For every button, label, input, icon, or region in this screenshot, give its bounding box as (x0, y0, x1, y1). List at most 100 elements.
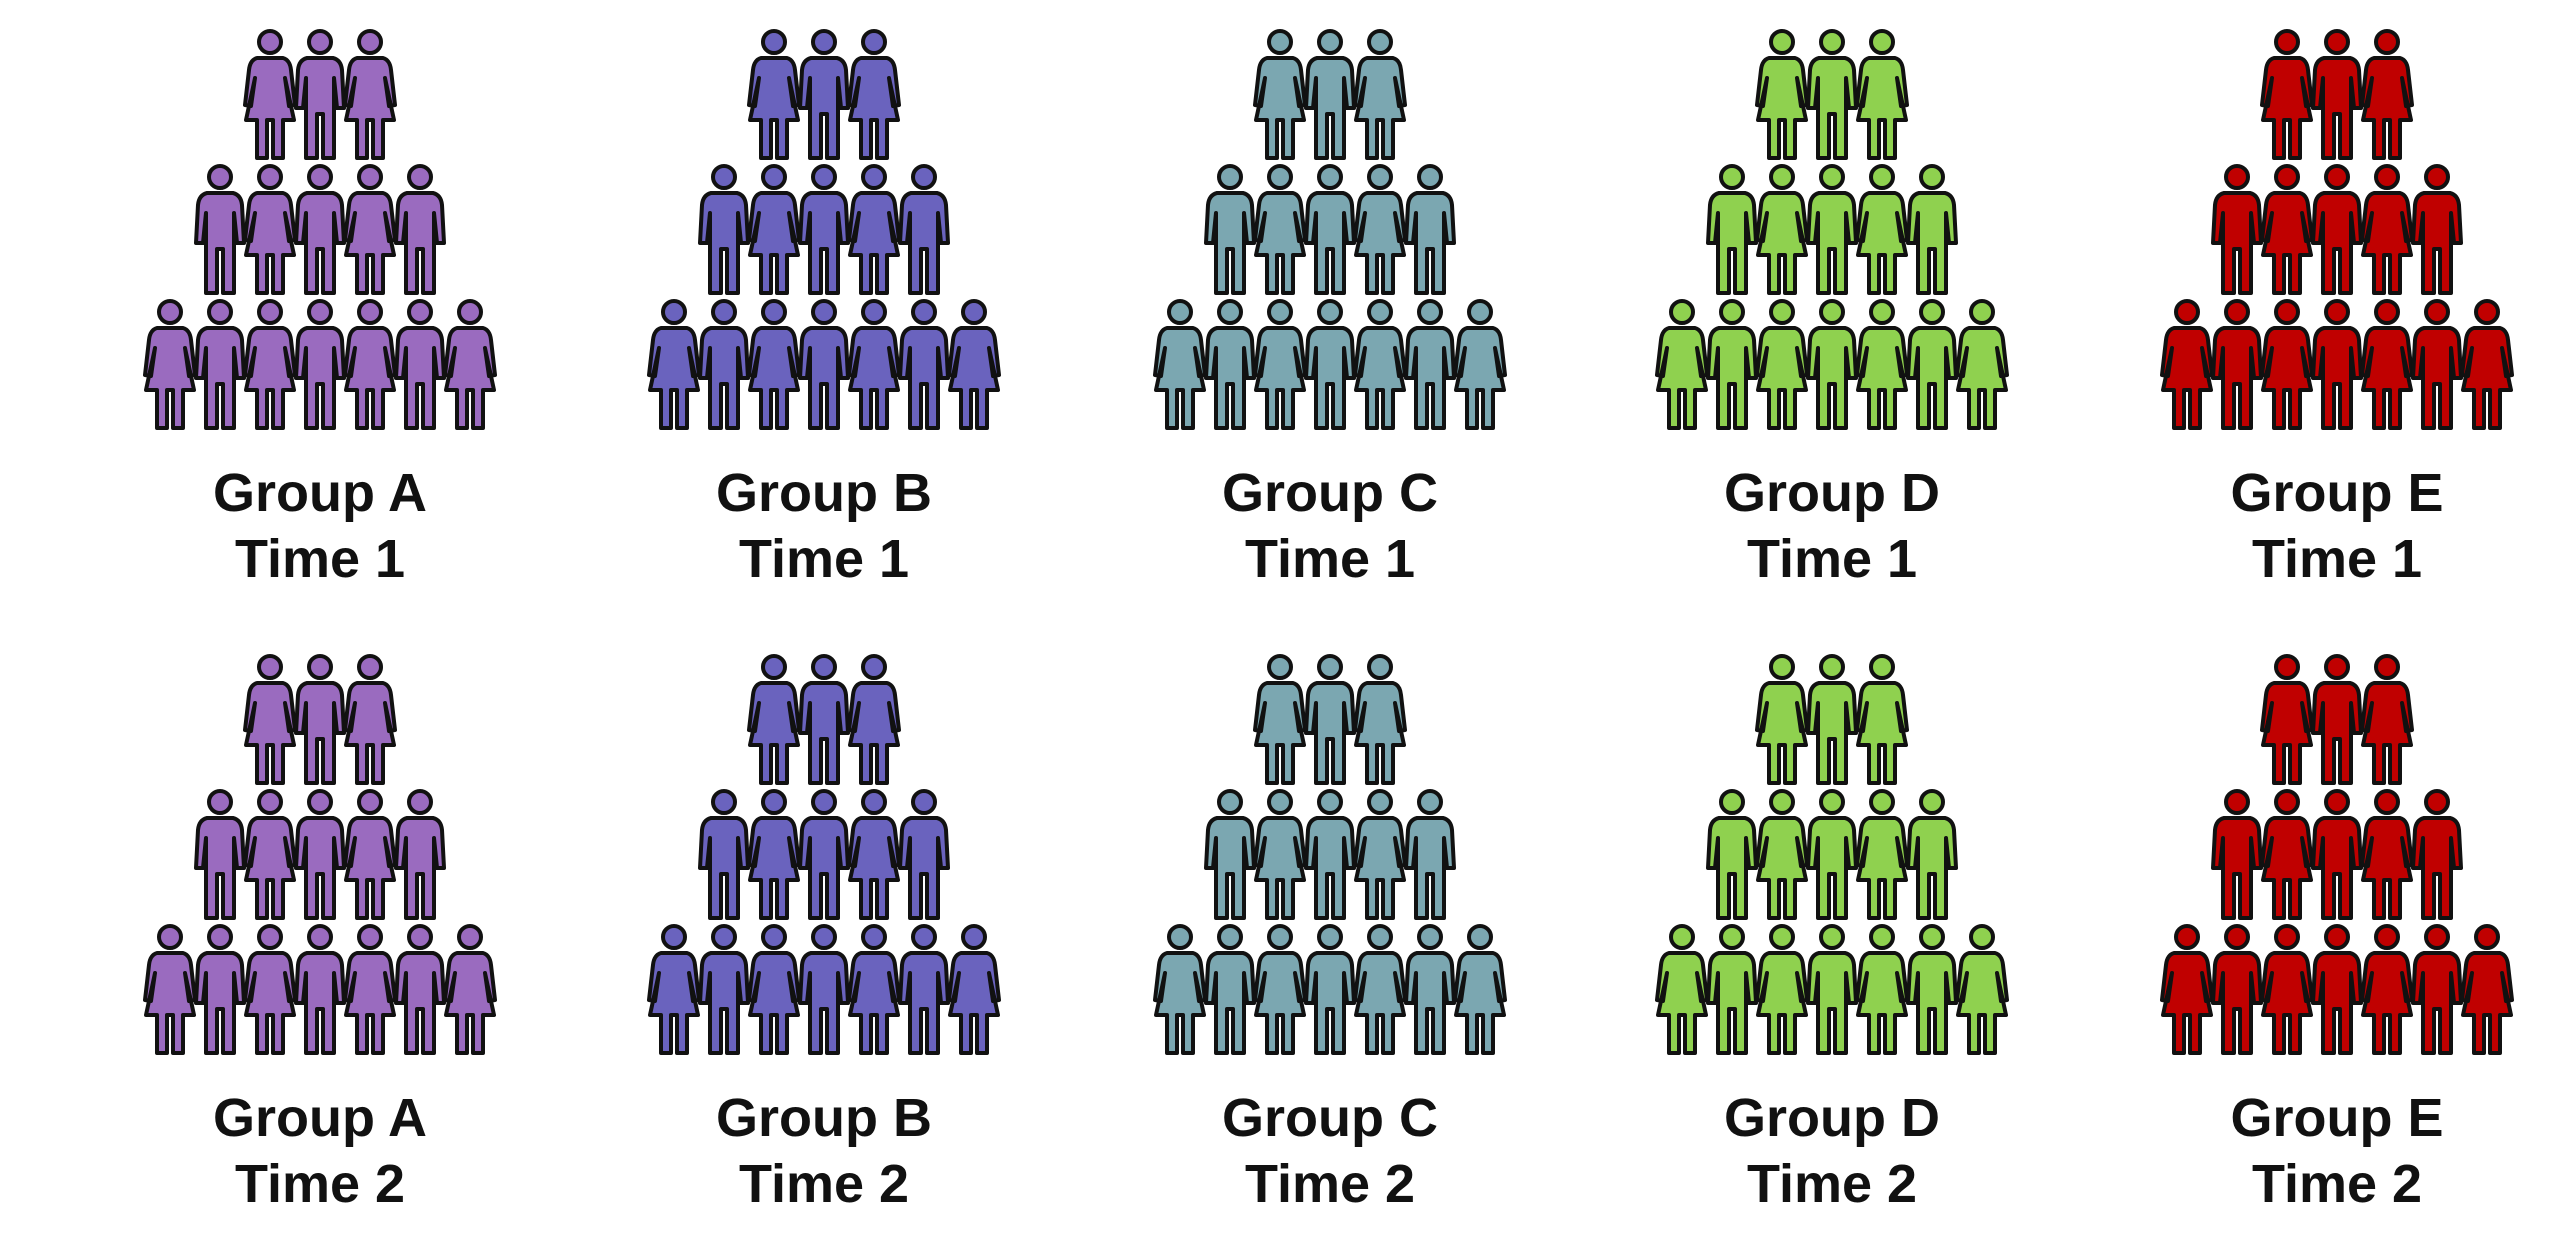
panel-label: Group B Time 1 (604, 460, 1044, 592)
person-icon (1304, 654, 1356, 785)
group-panel: Group A Time 2 (100, 654, 540, 1255)
person-icon (294, 29, 346, 160)
person-icon (1404, 924, 1456, 1055)
person-icon (847, 789, 901, 920)
group-panel: Group A Time 1 (100, 29, 540, 630)
person-icon (798, 29, 850, 160)
person-icon (1304, 789, 1356, 920)
people-pyramid (647, 654, 1001, 1055)
person-icon (343, 654, 397, 785)
person-icon (847, 299, 901, 430)
person-icon (2160, 924, 2214, 1055)
person-icon (698, 164, 750, 295)
person-icon (2360, 924, 2414, 1055)
people-pyramid (647, 29, 1001, 430)
person-icon (343, 164, 397, 295)
person-icon (394, 164, 446, 295)
person-icon (194, 164, 246, 295)
panel-label: Group C Time 1 (1110, 460, 1550, 592)
person-icon (1353, 299, 1407, 430)
person-icon (1855, 654, 1909, 785)
group-name: Group D (1724, 463, 1940, 523)
person-icon (343, 299, 397, 430)
person-icon (747, 29, 801, 160)
person-icon (394, 924, 446, 1055)
group-panel: Group D Time 2 (1612, 654, 2052, 1255)
panel-label: Group D Time 2 (1612, 1085, 2052, 1217)
people-pyramid (2160, 29, 2514, 430)
person-icon (1855, 29, 1909, 160)
person-icon (1253, 789, 1307, 920)
person-icon (647, 924, 701, 1055)
person-icon (1855, 924, 1909, 1055)
person-icon (1353, 654, 1407, 785)
person-icon (847, 654, 901, 785)
person-icon (2311, 164, 2363, 295)
people-pyramid (1153, 29, 1507, 430)
person-icon (698, 789, 750, 920)
group-name: Group D (1724, 1088, 1940, 1148)
group-name: Group C (1222, 463, 1438, 523)
person-icon (343, 924, 397, 1055)
person-icon (2211, 789, 2263, 920)
person-icon (1453, 299, 1507, 430)
person-icon (294, 299, 346, 430)
panel-label: Group E Time 2 (2117, 1085, 2557, 1217)
group-panel: Group C Time 1 (1110, 29, 1550, 630)
person-icon (1404, 299, 1456, 430)
person-icon (798, 924, 850, 1055)
person-icon (798, 299, 850, 430)
person-icon (898, 924, 950, 1055)
person-icon (294, 924, 346, 1055)
person-icon (1204, 924, 1256, 1055)
person-icon (1304, 924, 1356, 1055)
time-label: Time 1 (1746, 529, 1918, 589)
person-icon (2411, 924, 2463, 1055)
people-pyramid (143, 29, 497, 430)
people-pyramid (1655, 29, 2009, 430)
person-icon (1353, 924, 1407, 1055)
person-icon (2360, 654, 2414, 785)
person-icon (2260, 924, 2314, 1055)
person-icon (1706, 299, 1758, 430)
people-pyramid (1655, 654, 2009, 1055)
time-label: Time 1 (738, 529, 910, 589)
group-panel: Group D Time 1 (1612, 29, 2052, 630)
person-icon (698, 299, 750, 430)
person-icon (1304, 164, 1356, 295)
people-pyramid (143, 654, 497, 1055)
person-icon (1353, 164, 1407, 295)
person-icon (2360, 164, 2414, 295)
person-icon (2411, 164, 2463, 295)
person-icon (1204, 299, 1256, 430)
person-icon (1755, 654, 1809, 785)
person-icon (143, 299, 197, 430)
person-icon (243, 924, 297, 1055)
person-icon (1253, 654, 1307, 785)
time-label: Time 1 (2251, 529, 2423, 589)
people-pyramid (1153, 654, 1507, 1055)
panel-label: Group B Time 2 (604, 1085, 1044, 1217)
person-icon (1955, 924, 2009, 1055)
person-icon (2360, 299, 2414, 430)
person-icon (2360, 29, 2414, 160)
person-icon (2160, 299, 2214, 430)
person-icon (1204, 789, 1256, 920)
person-icon (243, 29, 297, 160)
person-icon (343, 29, 397, 160)
person-icon (2311, 29, 2363, 160)
person-icon (2260, 164, 2314, 295)
person-icon (1906, 789, 1958, 920)
person-icon (194, 299, 246, 430)
person-icon (798, 164, 850, 295)
group-name: Group E (2230, 463, 2444, 523)
panel-label: Group D Time 1 (1612, 460, 2052, 592)
person-icon (1706, 924, 1758, 1055)
group-panel: Group E Time 1 (2117, 29, 2557, 630)
time-label: Time 2 (1244, 1154, 1416, 1214)
person-icon (2260, 29, 2314, 160)
person-icon (1855, 299, 1909, 430)
person-icon (2460, 299, 2514, 430)
person-icon (1906, 164, 1958, 295)
